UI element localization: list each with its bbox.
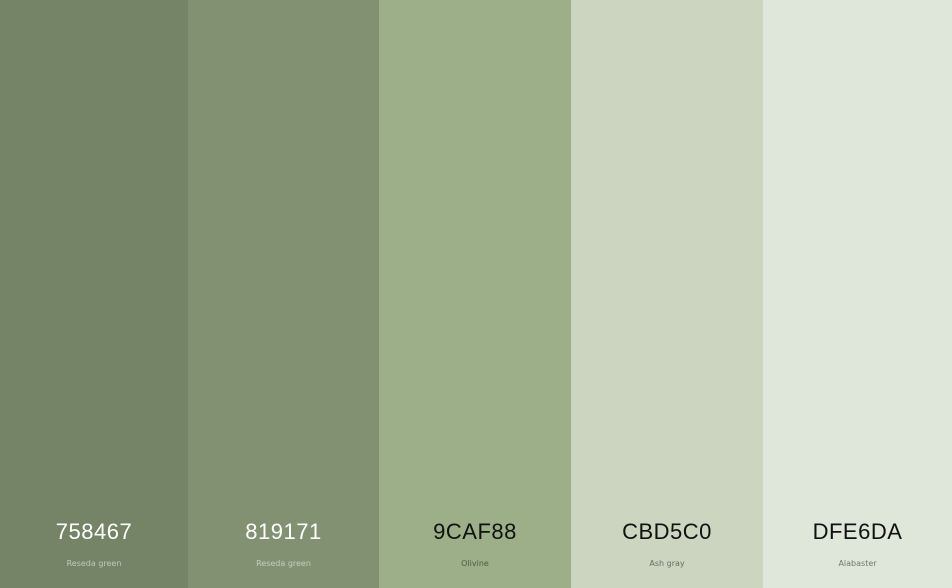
swatch-hex-code[interactable]: 9CAF88 (433, 519, 517, 544)
swatch-color-name: Alabaster (838, 559, 877, 568)
swatch-hex-code[interactable]: CBD5C0 (622, 519, 712, 544)
swatch-color-name: Olivine (461, 559, 489, 568)
color-swatch-3[interactable]: 9CAF88 Olivine (379, 0, 571, 588)
swatch-hex-code[interactable]: DFE6DA (812, 519, 903, 544)
swatch-color-name: Reseda green (256, 559, 311, 568)
color-swatch-1[interactable]: 758467 Reseda green (0, 0, 188, 588)
swatch-color-name: Reseda green (66, 559, 122, 568)
swatch-color-name: Ash gray (649, 559, 685, 568)
color-swatch-2[interactable]: 819171 Reseda green (188, 0, 379, 588)
swatch-hex-code[interactable]: 758467 (55, 519, 133, 544)
color-swatch-5[interactable]: DFE6DA Alabaster (763, 0, 952, 588)
swatch-hex-code[interactable]: 819171 (245, 519, 322, 544)
color-swatch-4[interactable]: CBD5C0 Ash gray (571, 0, 763, 588)
